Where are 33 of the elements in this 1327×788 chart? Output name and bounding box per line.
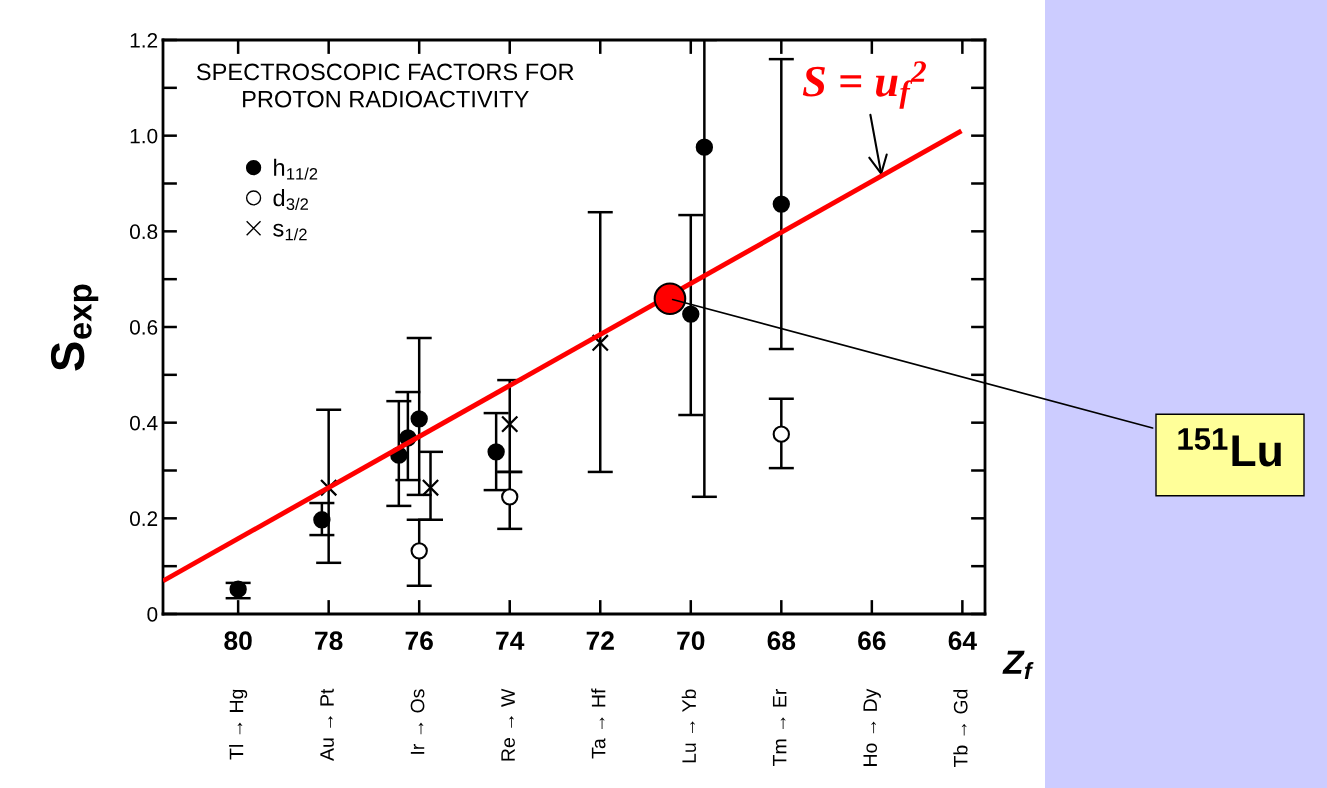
y-tick-label: 0.6 (129, 320, 158, 335)
y-tick-label: 0 (147, 607, 158, 622)
x-tick-label: 74 (496, 631, 525, 650)
y-tick-label: 0.8 (129, 224, 158, 240)
x-axis-title: Z$_{f}$ (1002, 650, 1034, 679)
x-tick-label: 66 (858, 631, 886, 651)
text: Ir → Os (410, 689, 425, 754)
x-tick-label: 80 (224, 631, 252, 651)
text: Ta → Hf (591, 688, 606, 759)
x-tick-label: 70 (677, 631, 705, 651)
x-tick-label: 64 (948, 631, 977, 651)
text: Tl → Hg (229, 689, 248, 760)
text: Ho → Dy (863, 688, 881, 766)
y-tick-label: 1.0 (130, 128, 158, 144)
legend-label: h$_{11/2}$ (274, 158, 318, 180)
text: Tm → Er (772, 688, 787, 766)
x-tick-label: 76 (405, 631, 433, 651)
x-tick-label: 78 (315, 631, 343, 651)
y-tick-label: 0.4 (129, 415, 158, 431)
text: SPECTROSCOPIC FACTORS FOR PROTON RADIOACTIVITY (196, 63, 574, 108)
text: Re → W (501, 688, 515, 761)
annotation: $^{151}$Lu (1178, 428, 1281, 467)
legend-label: s$_{1/2}$ (273, 223, 307, 241)
text: Au → Pt (320, 688, 334, 761)
x-tick-label: 68 (767, 631, 796, 651)
y-tick-label: 1.2 (130, 33, 158, 48)
y-tick-label: 0.2 (129, 511, 158, 527)
y-axis-title: S$_{exp}$ (50, 284, 99, 371)
text: Tb → Gd (953, 689, 968, 768)
x-tick-label: 72 (586, 631, 614, 650)
text: Lu → Yb (681, 689, 696, 763)
series-label: S = u$_{f}$$^{2}$ (802, 61, 926, 109)
legend-label: d$_{3/2}$ (273, 188, 308, 210)
